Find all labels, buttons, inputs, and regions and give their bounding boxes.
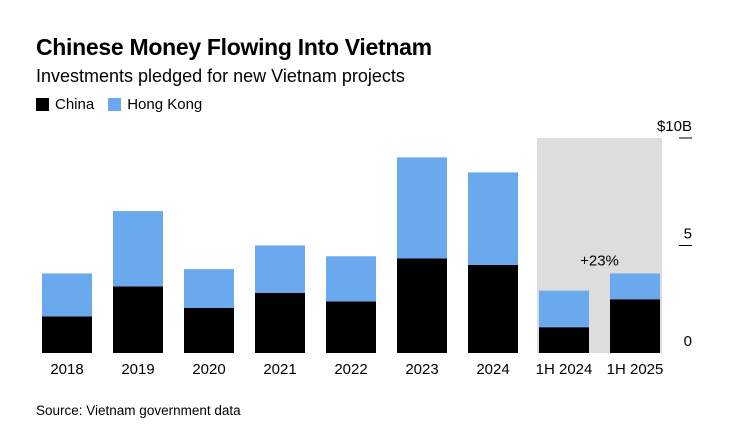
bar-hong-kong-2022 [326,256,376,302]
bar-china-2020 [184,307,234,353]
bar-hong-kong-2019 [113,211,163,287]
bar-hong-kong-1h-2024 [539,290,589,328]
x-tick-label-2022: 2022 [334,361,367,378]
legend-label-china: China [55,96,95,113]
y-tick-label-10b: $10B [657,118,692,135]
chart-legend: China Hong Kong [36,96,216,113]
x-tick-label-2023: 2023 [405,361,438,378]
x-tick-label-2018: 2018 [50,361,83,378]
highlight-annotation: +23% [580,253,619,270]
x-tick-label-2020: 2020 [192,361,225,378]
bar-china-2023 [397,258,447,353]
legend-item-china: China [36,96,94,113]
x-tick-label-2024: 2024 [476,361,509,378]
bar-hong-kong-2023 [397,157,447,259]
bar-china-2019 [113,286,163,353]
bar-hong-kong-2018 [42,273,92,317]
legend-swatch-hong-kong [108,98,122,111]
legend-item-hong-kong: Hong Kong [108,96,202,113]
bar-china-2021 [255,292,305,353]
bar-china-2022 [326,301,376,353]
x-tick-label-2019: 2019 [121,361,154,378]
y-tick-label-5: 5 [684,226,692,243]
legend-label-hong-kong: Hong Kong [127,96,203,113]
legend-swatch-china [36,98,49,111]
x-tick-label-1h-2025: 1H 2025 [607,361,664,378]
bar-china-2024 [468,264,518,353]
chart-subtitle: Investments pledged for new Vietnam proj… [36,66,405,86]
chart-title: Chinese Money Flowing Into Vietnam [36,34,432,60]
bar-china-2018 [42,316,92,353]
bar-china-1h-2024 [539,327,589,353]
x-tick-label-2021: 2021 [263,361,296,378]
bar-hong-kong-2021 [255,245,305,293]
y-tick-label-0: 0 [684,333,692,350]
bar-china-1h-2025 [610,299,660,353]
bar-hong-kong-2020 [184,269,234,308]
bar-hong-kong-1h-2025 [610,273,660,300]
x-tick-label-1h-2024: 1H 2024 [536,361,593,378]
bar-hong-kong-2024 [468,172,518,265]
source-note: Source: Vietnam government data [36,403,241,418]
